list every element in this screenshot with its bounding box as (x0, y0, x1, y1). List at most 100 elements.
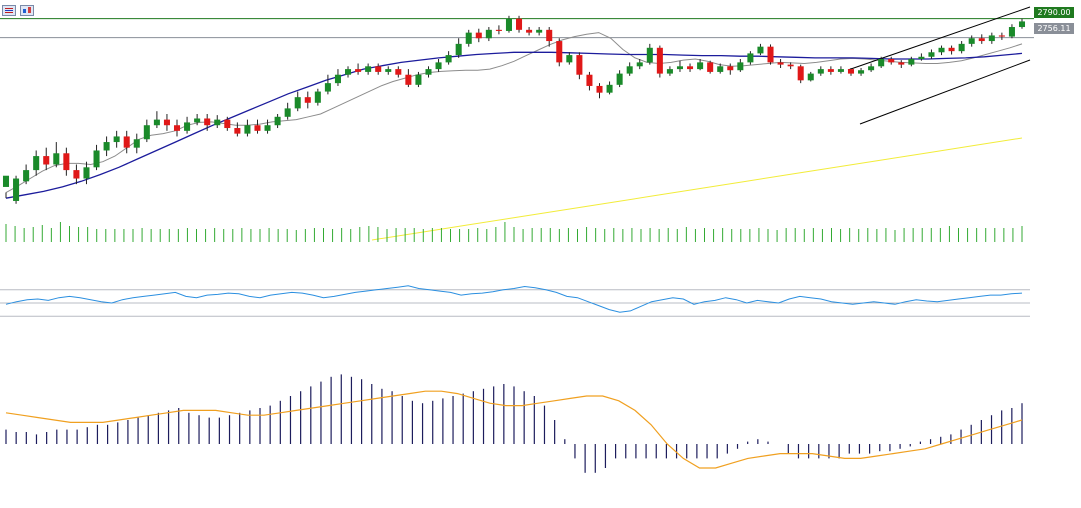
candle-body (465, 32, 472, 44)
candle-body (455, 43, 462, 56)
candle-body (888, 59, 895, 63)
candle-body (878, 59, 885, 67)
candle-body (395, 69, 402, 75)
candle-body (968, 38, 975, 44)
candle-body (817, 69, 824, 74)
candle-body (988, 35, 995, 42)
candle-body (475, 32, 482, 39)
candle-body (83, 167, 90, 179)
candle-body (103, 142, 110, 151)
candle-body (666, 69, 673, 74)
candle-body (485, 29, 492, 39)
candle-body (43, 156, 50, 165)
candle-body (727, 66, 734, 71)
candle-body (304, 97, 311, 103)
candle-body (858, 70, 865, 74)
candle-body (425, 69, 432, 75)
candle-body (254, 125, 261, 131)
candle-body (847, 69, 855, 74)
candle-body (536, 29, 543, 33)
candle-body (214, 119, 221, 126)
chart-properties-icon[interactable] (2, 5, 16, 16)
candle-body (123, 136, 130, 148)
candle-body (707, 62, 714, 72)
candle-body (1008, 27, 1015, 37)
candle-body (495, 29, 502, 31)
candle-body (676, 66, 683, 70)
candle-body (324, 83, 331, 92)
candle-body (93, 150, 100, 168)
candle-body (606, 84, 613, 93)
candle-body (787, 64, 794, 67)
macd-signal-line (5, 390, 1023, 469)
chart-toolbar (2, 5, 34, 16)
candle-body (868, 66, 875, 71)
candle-body (385, 69, 392, 72)
candle-body (73, 170, 80, 179)
candle-body (264, 125, 271, 131)
candle-body (284, 108, 291, 117)
candle-body (194, 118, 201, 123)
candle-body (365, 66, 372, 72)
candle-body (314, 91, 321, 103)
candle-body (143, 125, 150, 140)
ma-fast-line (5, 32, 1023, 194)
candle-body (375, 66, 382, 72)
candle-body (153, 119, 160, 126)
current-price-label: 2756.11 (1034, 23, 1074, 34)
ma-mid-line (5, 51, 1023, 199)
candle-body (113, 136, 120, 143)
candle-body (626, 66, 633, 74)
candle-body (355, 69, 362, 72)
candle-body (938, 47, 945, 53)
candle-body (23, 170, 30, 182)
candle-body (978, 38, 985, 42)
candle-body (737, 62, 744, 71)
channel-lower-line (859, 59, 1031, 125)
candle-body (827, 69, 834, 72)
candle-body (576, 55, 583, 75)
candle-body (747, 53, 754, 63)
candle-body (636, 62, 643, 67)
candle-body (2, 175, 10, 187)
candle-body (53, 153, 60, 165)
candle-body (204, 118, 211, 126)
candle-body (435, 62, 442, 70)
candle-body (173, 125, 181, 131)
candle-body (224, 119, 231, 129)
candle-body (646, 47, 653, 63)
indicator-list-icon[interactable] (20, 5, 34, 16)
candle-body (807, 73, 814, 81)
candle-body (505, 18, 512, 31)
candle-body (274, 116, 281, 126)
candle-body (998, 35, 1005, 37)
candle-body (767, 46, 774, 63)
candle-body (133, 139, 140, 148)
ma-slow-line (371, 137, 1023, 241)
candle-body (616, 73, 623, 85)
candle-body (687, 66, 694, 70)
candle-body (948, 47, 955, 52)
resistance-price-label: 2790.00 (1034, 7, 1074, 18)
candle-body (334, 74, 341, 84)
candle-body (757, 46, 764, 54)
candle-body (556, 41, 563, 63)
candle-body (797, 66, 804, 81)
candle-body (163, 119, 170, 126)
candle-body (345, 69, 352, 75)
candle-body (445, 55, 452, 63)
candle-body (184, 122, 191, 131)
candle-body (656, 47, 663, 74)
rsi-line (5, 285, 1023, 313)
candle-body (234, 128, 241, 134)
candle-body (546, 29, 553, 42)
candle-body (33, 156, 40, 171)
candle-body (958, 43, 965, 52)
candle-body (697, 62, 704, 70)
candle-body (908, 59, 915, 65)
candle-body (294, 97, 301, 109)
candle-body (586, 74, 593, 86)
candle-body (415, 74, 422, 85)
candle-body (405, 74, 412, 85)
